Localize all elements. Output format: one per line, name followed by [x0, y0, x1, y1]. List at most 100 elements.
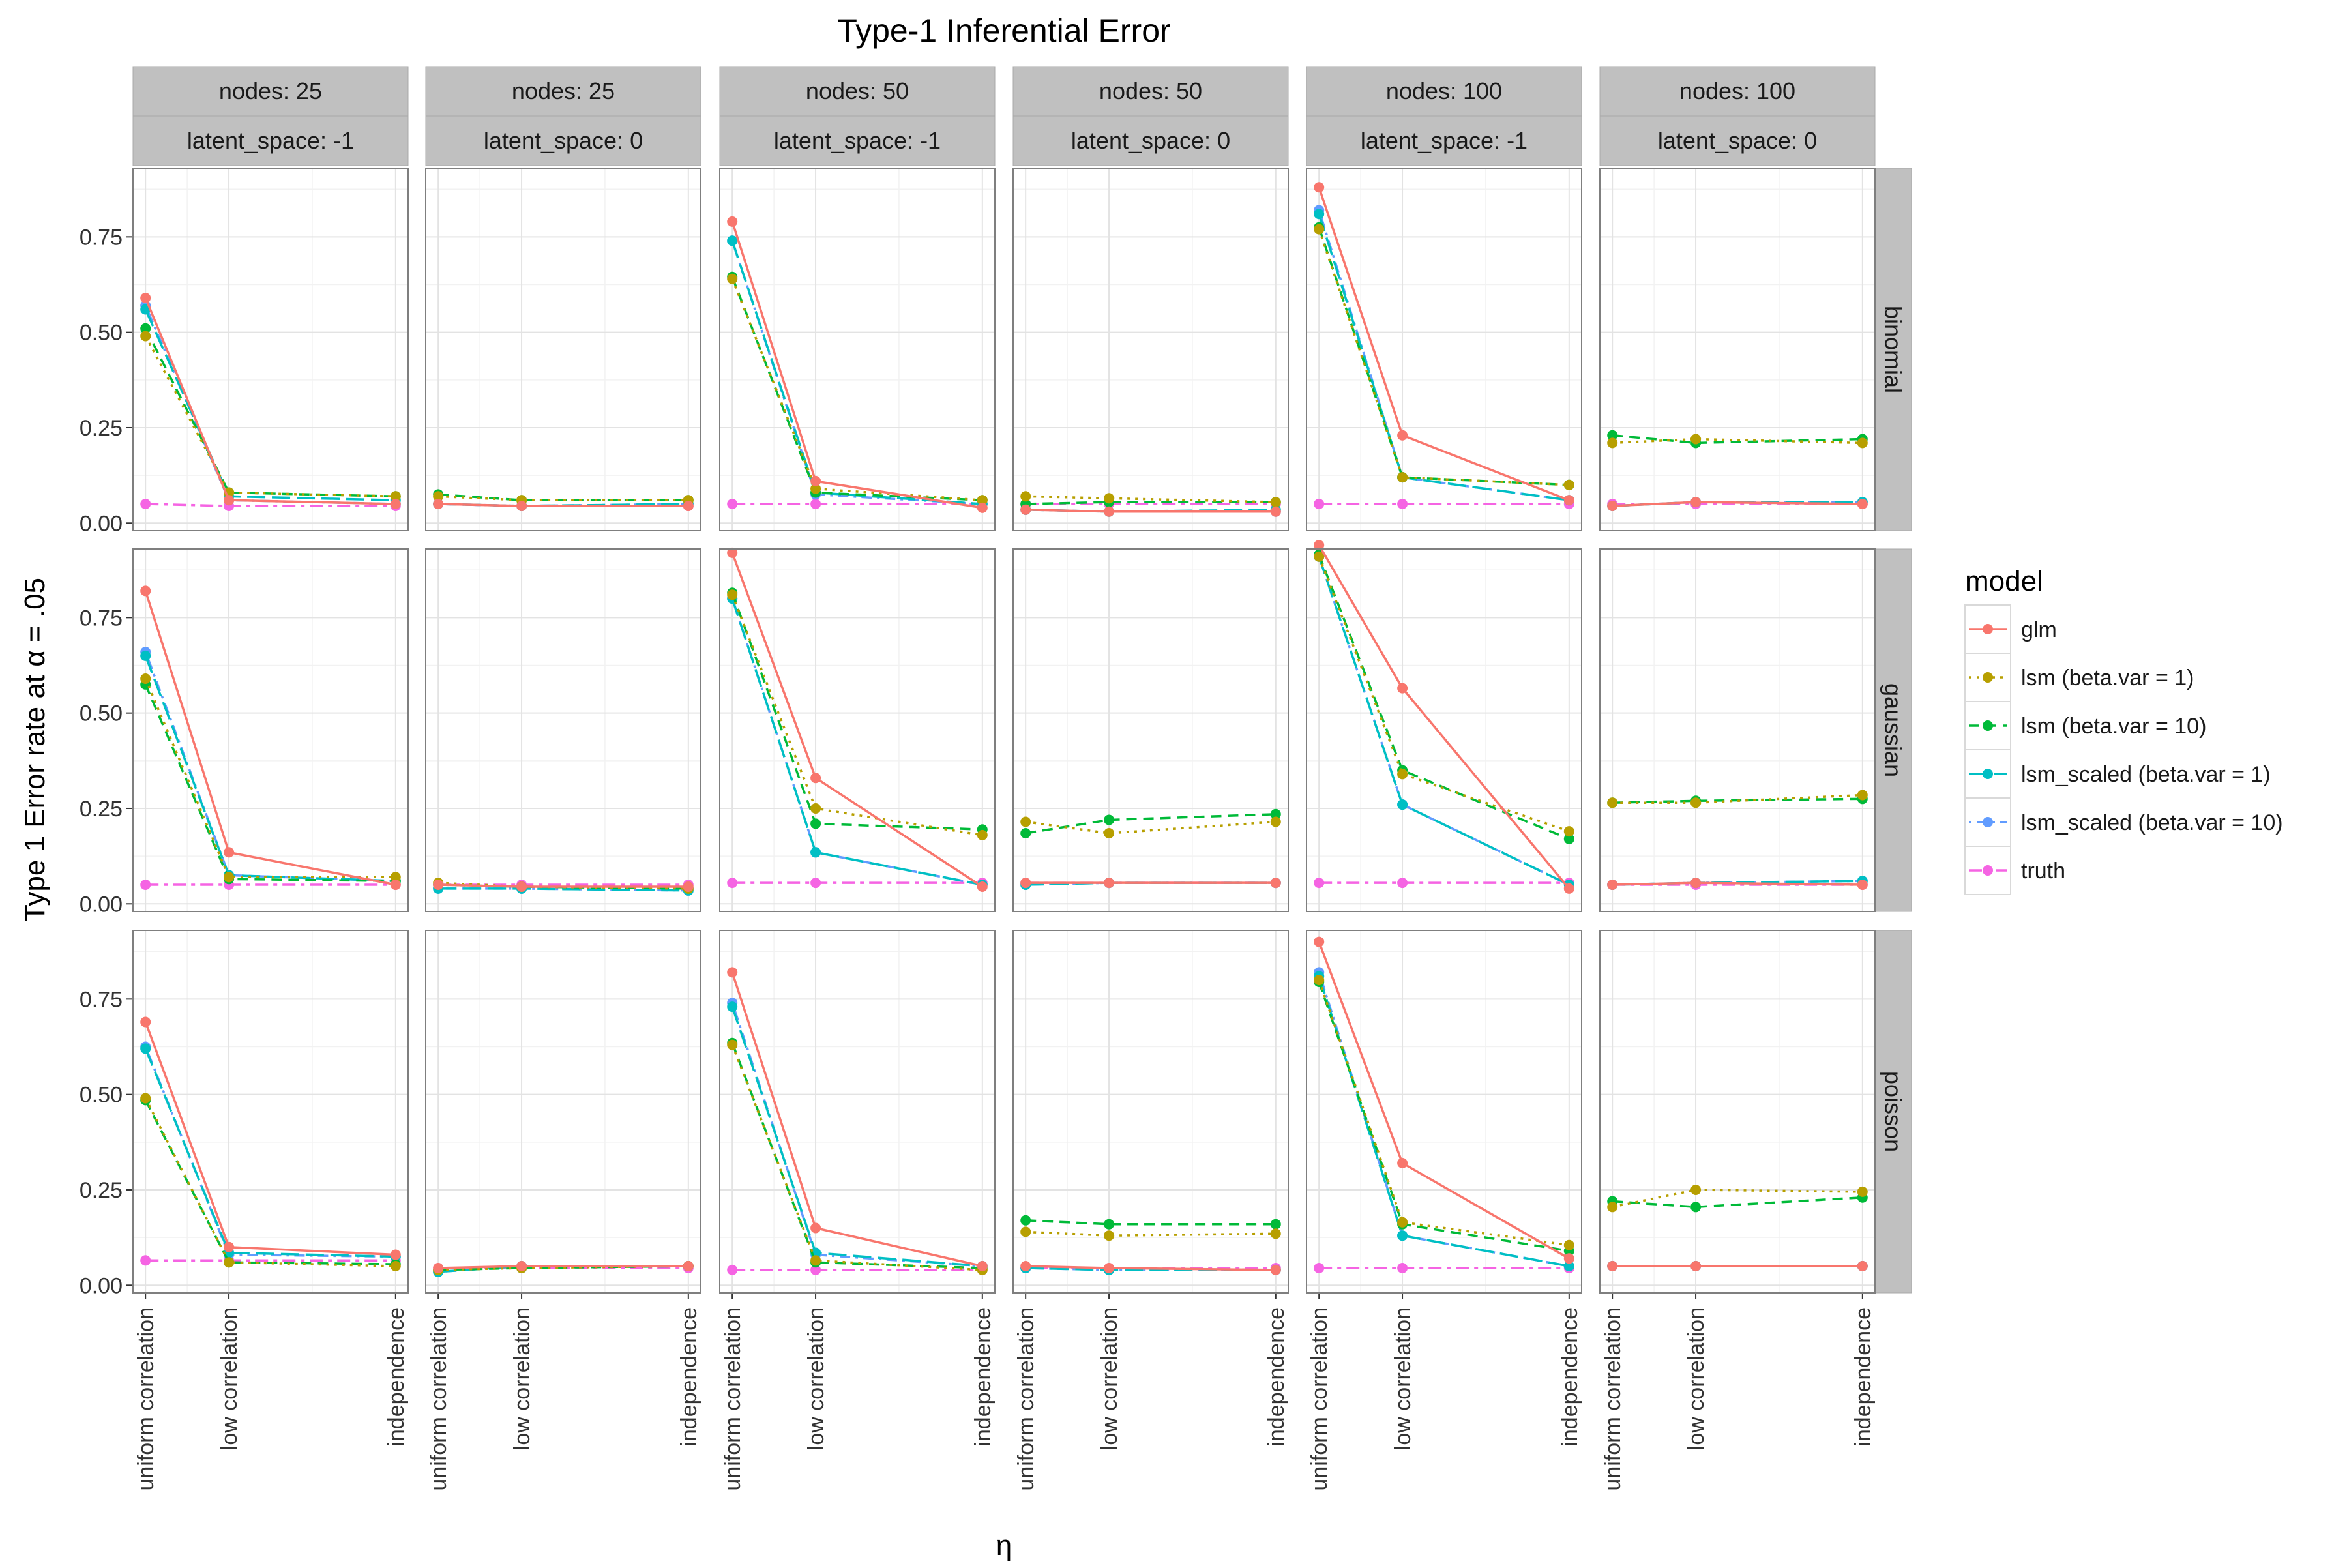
data-point	[140, 499, 151, 509]
legend-label: lsm (beta.var = 1)	[2021, 666, 2194, 690]
facet-panel	[425, 930, 701, 1294]
panel-background	[1013, 930, 1288, 1293]
facet-panel	[1012, 168, 1289, 531]
panel-background	[426, 549, 701, 911]
data-point	[1857, 880, 1868, 890]
data-point	[1104, 828, 1115, 838]
strip-family-bg	[1874, 930, 1912, 1294]
series-line	[1612, 434, 1863, 445]
data-point	[1563, 826, 1574, 837]
legend-entry: glm	[1964, 604, 2057, 654]
series-line	[1612, 797, 1863, 804]
data-point	[140, 331, 151, 342]
data-point	[810, 773, 821, 784]
data-point	[727, 1264, 738, 1275]
data-point	[1397, 1230, 1408, 1241]
data-point	[1690, 797, 1702, 808]
x-tick-label: uniform correlation	[1307, 1307, 1332, 1491]
y-tick-label: 0.75	[80, 225, 123, 250]
y-tick-label: 0.50	[80, 1083, 123, 1108]
x-tick-label: uniform correlation	[1014, 1307, 1039, 1491]
legend-entry: lsm (beta.var = 10)	[1964, 701, 2206, 750]
x-tick-label: low correlation	[510, 1307, 535, 1450]
series-line	[1318, 979, 1570, 1247]
panel-background	[133, 549, 408, 911]
series-line	[1318, 229, 1569, 486]
data-point	[1270, 816, 1281, 827]
x-tick-label: low correlation	[217, 1307, 242, 1450]
data-point	[1314, 182, 1325, 193]
strip-nodes-label: nodes: 25	[219, 78, 322, 104]
panel-border	[1306, 930, 1582, 1294]
data-point	[1270, 1264, 1281, 1275]
series-line	[731, 1043, 982, 1269]
legend-label: truth	[2021, 859, 2065, 883]
panel-border	[425, 168, 701, 531]
data-point	[140, 1016, 151, 1028]
data-point	[727, 273, 738, 284]
x-tick-label: uniform correlation	[426, 1307, 451, 1491]
legend-label: lsm_scaled (beta.var = 1)	[2021, 762, 2271, 787]
strip-latent-label: latent_space: 0	[1658, 127, 1817, 154]
data-point	[1104, 506, 1115, 517]
data-point	[1020, 816, 1031, 827]
legend-entry: lsm (beta.var = 1)	[1964, 653, 2194, 702]
panel-background	[133, 168, 408, 531]
data-point	[390, 1249, 401, 1260]
data-point	[1690, 1185, 1702, 1195]
facet-panel	[425, 548, 701, 912]
panel-background	[1600, 930, 1875, 1293]
panel-background	[720, 930, 995, 1293]
data-point	[140, 323, 151, 334]
data-point	[1104, 814, 1115, 825]
y-tick-label: 0.25	[80, 1178, 123, 1203]
series-line	[144, 1099, 396, 1265]
panel-border	[719, 548, 996, 912]
panel-border	[1012, 168, 1289, 531]
legend: model glm lsm (beta.var = 1) lsm (beta.var…	[1964, 565, 2283, 895]
panel-background	[1013, 168, 1288, 531]
series-line	[1612, 1196, 1863, 1209]
data-point	[683, 1261, 694, 1271]
data-point	[224, 1257, 235, 1268]
data-point	[140, 585, 151, 597]
series-line	[1025, 813, 1276, 835]
data-point	[1104, 878, 1115, 889]
data-point	[1270, 506, 1281, 517]
legend-label: lsm_scaled (beta.var = 10)	[2021, 810, 2283, 835]
series-line	[1318, 554, 1570, 840]
data-point	[1607, 437, 1618, 449]
data-point	[1563, 479, 1574, 490]
data-point	[140, 673, 151, 684]
strip-latent-label: latent_space: 0	[484, 127, 643, 154]
x-tick-label: low correlation	[1391, 1307, 1415, 1450]
data-point	[1270, 808, 1281, 820]
data-point	[1270, 878, 1281, 889]
panel-background	[1306, 930, 1582, 1293]
data-point	[224, 872, 235, 883]
strip-nodes-label: nodes: 100	[1679, 78, 1795, 104]
data-point	[140, 293, 151, 303]
data-point	[1607, 1202, 1618, 1213]
data-point	[1690, 497, 1702, 508]
y-axis-title: Type 1 Error rate at α = .05	[19, 578, 51, 922]
x-tick-label: independence	[677, 1307, 701, 1447]
series-line	[731, 276, 982, 501]
data-point	[727, 967, 738, 978]
data-point	[1314, 540, 1325, 551]
panel-background	[1600, 549, 1875, 911]
data-point	[977, 502, 988, 513]
strip-nodes-bg	[719, 66, 996, 117]
series-line	[731, 278, 982, 501]
strip-nodes-bg	[132, 66, 409, 117]
data-point	[810, 1255, 821, 1266]
data-point	[810, 1222, 821, 1234]
panels-layer: nodes: 25 latent_space: -1 nodes: 25 latent…	[80, 66, 1912, 1491]
panel-border	[132, 930, 409, 1294]
data-point	[977, 829, 988, 840]
data-point	[1607, 797, 1618, 808]
data-point	[1270, 1228, 1281, 1239]
legend-key-point	[1983, 865, 1993, 876]
